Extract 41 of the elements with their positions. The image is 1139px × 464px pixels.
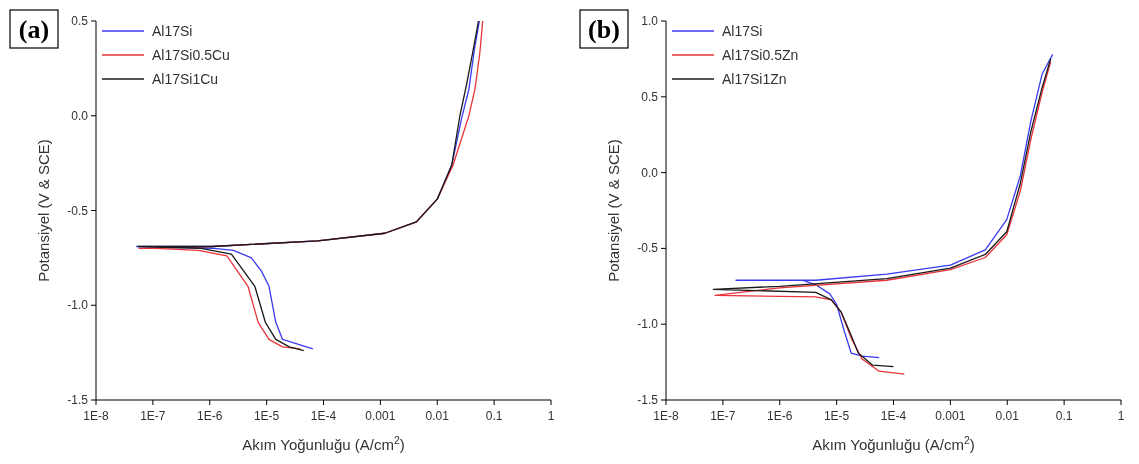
x-tick-label: 1E-5	[823, 409, 850, 423]
x-tick-label: 1E-7	[140, 409, 166, 423]
y-axis-title: Potansiyel (V & SCE)	[605, 139, 622, 282]
x-tick-label: 1E-8	[83, 409, 109, 423]
x-tick-label: 1	[547, 409, 555, 423]
legend-label: Al17Si0.5Cu	[152, 47, 230, 63]
chart-title: (a)	[18, 15, 50, 44]
legend-label: Al17Si1Cu	[152, 71, 219, 87]
legend-label: Al17Si1Zn	[722, 71, 787, 87]
x-tick-label: 1E-7	[710, 409, 736, 423]
legend-label: Al17Si	[722, 23, 763, 39]
y-tick-label: -1.5	[67, 393, 89, 407]
x-axis-title: Akım Yoğunluğu (A/cm$^{2}$)	[812, 434, 975, 453]
x-tick-label: 0.001	[365, 409, 396, 423]
x-tick-label: 0.1	[485, 409, 503, 423]
x-tick-label: 1E-8	[653, 409, 679, 423]
x-tick-label: 1E-4	[310, 409, 337, 423]
y-axis-title: Potansiyel (V & SCE)	[35, 139, 52, 282]
x-axis-title: Akım Yoğunluğu (A/cm$^{2}$)	[242, 434, 405, 453]
y-tick-label: 0.5	[641, 89, 659, 104]
x-tick-label: 1E-6	[197, 409, 223, 423]
x-tick-label: 0.001	[935, 409, 966, 423]
y-tick-label: 0.0	[71, 108, 89, 123]
y-tick-label: 1.0	[641, 14, 659, 28]
x-tick-label: 1E-4	[880, 409, 907, 423]
y-tick-label: -0.5	[67, 203, 89, 218]
x-tick-label: 1E-5	[253, 409, 280, 423]
y-tick-label: -1.0	[637, 317, 659, 332]
y-tick-label: -0.5	[637, 241, 659, 256]
x-tick-label: 0.1	[1055, 409, 1073, 423]
legend-label: Al17Si	[152, 23, 193, 39]
y-tick-label: 0.0	[641, 165, 659, 180]
x-tick-label: 1E-6	[767, 409, 793, 423]
x-tick-label: 0.01	[425, 409, 450, 423]
x-tick-label: 1	[1117, 409, 1125, 423]
y-tick-label: 0.5	[71, 14, 89, 28]
y-tick-label: -1.5	[637, 393, 659, 407]
y-tick-label: -1.0	[67, 298, 89, 313]
x-tick-label: 0.01	[995, 409, 1020, 423]
chart-title: (b)	[588, 15, 620, 44]
legend-label: Al17Si0.5Zn	[722, 47, 799, 63]
